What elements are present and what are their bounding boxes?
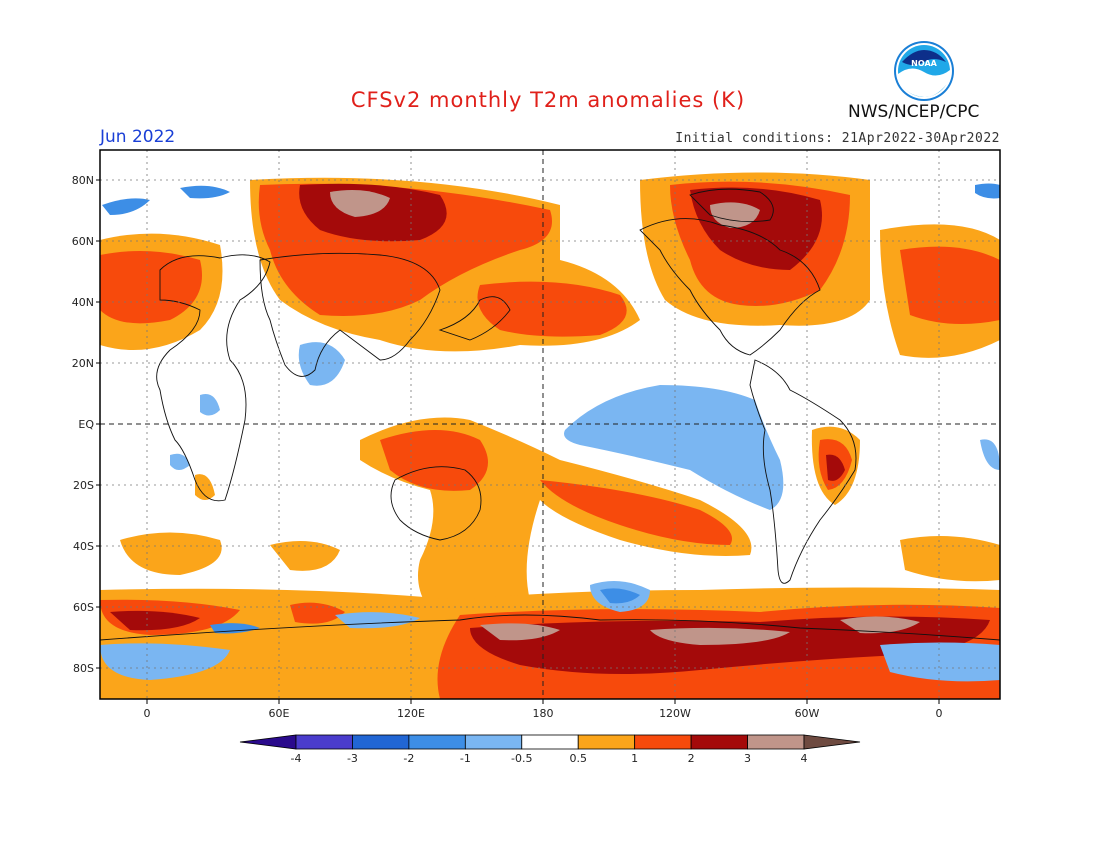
lat-label: 60N — [72, 235, 94, 248]
lon-label: 0 — [144, 707, 151, 720]
colorbar-swatch — [352, 734, 410, 750]
colorbar-label: -3 — [347, 752, 358, 765]
colorbar-label: 0.5 — [569, 752, 587, 765]
colorbar-swatch — [634, 734, 692, 750]
colorbar-swatch — [690, 734, 748, 750]
noaa-logo-icon: NOAA — [894, 41, 954, 101]
longitude-labels: 0 60E 120E 180 120W 60W 0 — [144, 707, 943, 720]
colorbar-swatch — [521, 734, 579, 750]
colorbar-label: -4 — [291, 752, 302, 765]
lon-ticks — [146, 699, 940, 704]
forecast-month: Jun 2022 — [100, 127, 176, 147]
lon-label: 180 — [533, 707, 554, 720]
lat-label: 60S — [73, 601, 94, 614]
lat-label: 20N — [72, 357, 94, 370]
lat-label: 40S — [73, 540, 94, 553]
lon-label: 120E — [397, 707, 425, 720]
colorbar-swatch — [408, 734, 466, 750]
lat-label: 40N — [72, 296, 94, 309]
colorbar-arrow-low — [239, 734, 297, 750]
colorbar-swatch — [747, 734, 805, 750]
logo-text: NOAA — [911, 59, 937, 68]
agency-label: NWS/NCEP/CPC — [848, 102, 980, 122]
colorbar-label: -1 — [460, 752, 471, 765]
lon-label: 60E — [269, 707, 290, 720]
anomaly-field — [100, 150, 1000, 699]
lat-lon-grid — [100, 150, 1000, 699]
colorbar-swatch — [295, 734, 353, 750]
coastlines — [100, 188, 1000, 641]
lat-label: 80N — [72, 174, 94, 187]
colorbar-label: 4 — [801, 752, 808, 765]
lon-label: 120W — [659, 707, 691, 720]
lat-label: 80S — [73, 662, 94, 675]
colorbar-label: -0.5 — [511, 752, 532, 765]
anomaly-cool-1-2 — [102, 183, 1000, 634]
lat-label: 20S — [73, 479, 94, 492]
lon-label: 0 — [936, 707, 943, 720]
initial-conditions: Initial conditions: 21Apr2022-30Apr2022 — [675, 131, 1000, 146]
latitude-labels: 80N 60N 40N 20N EQ 20S 40S 60S 80S — [72, 174, 95, 675]
colorbar-label: 2 — [688, 752, 695, 765]
colorbar-swatch — [464, 734, 523, 750]
colorbar-label: 1 — [631, 752, 638, 765]
lon-label: 60W — [795, 707, 820, 720]
colorbar-label: -2 — [403, 752, 414, 765]
lat-ticks — [96, 179, 100, 669]
chart-title: CFSv2 monthly T2m anomalies (K) — [350, 88, 746, 112]
lat-label: EQ — [78, 418, 94, 431]
colorbar-label: 3 — [744, 752, 751, 765]
anomaly-cool-0.5-1 — [100, 342, 1000, 682]
colorbar-swatch — [577, 734, 636, 750]
colorbar-arrow-high — [803, 734, 861, 750]
colorbar: -4 -3 -2 -1 -0.5 0.5 1 2 3 4 — [239, 734, 861, 765]
